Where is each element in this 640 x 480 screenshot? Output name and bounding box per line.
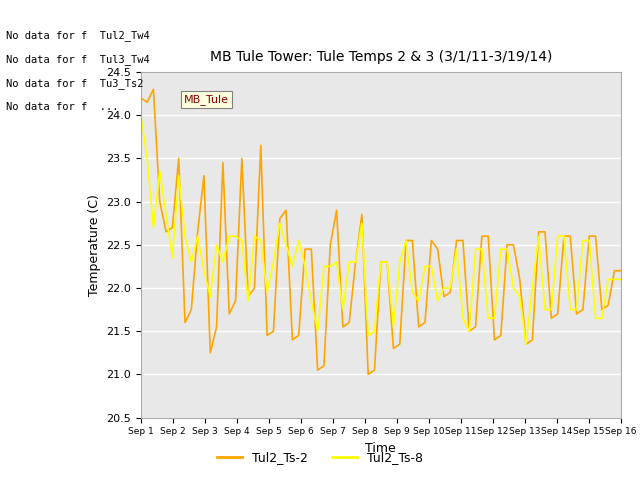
Tul2_Ts-2 [617,268,625,274]
Tul2_Ts-8 [346,259,353,265]
Title: MB Tule Tower: Tule Temps 2 & 3 (3/1/11-3/19/14): MB Tule Tower: Tule Temps 2 & 3 (3/1/11-… [210,50,552,64]
Tul2_Ts-2 [352,259,360,265]
Text: No data for f  Tul2_Tw4: No data for f Tul2_Tw4 [6,30,150,41]
Tul2_Ts-8 [617,276,625,282]
Tul2_Ts-8 [301,264,309,269]
Tul2_Ts-8 [295,238,303,243]
Text: MB_Tule: MB_Tule [184,94,229,105]
Tul2_Ts-8 [522,341,530,347]
Tul2_Ts-2 [238,156,246,161]
Text: No data for f  Tu3_Ts2: No data for f Tu3_Ts2 [6,78,144,89]
Tul2_Ts-2 [150,86,157,92]
Tul2_Ts-8 [137,112,145,118]
Tul2_Ts-8 [402,238,410,243]
Line: Tul2_Ts-2: Tul2_Ts-2 [141,89,621,374]
Line: Tul2_Ts-8: Tul2_Ts-8 [141,115,621,344]
Tul2_Ts-2 [339,324,347,330]
Tul2_Ts-8 [333,259,340,265]
Text: No data for f  ...: No data for f ... [6,102,119,112]
Tul2_Ts-2 [301,246,309,252]
Legend: Tul2_Ts-2, Tul2_Ts-8: Tul2_Ts-2, Tul2_Ts-8 [212,446,428,469]
Tul2_Ts-2 [137,95,145,101]
X-axis label: Time: Time [365,442,396,455]
Tul2_Ts-2 [307,246,315,252]
Tul2_Ts-2 [415,324,422,330]
Text: No data for f  Tul3_Tw4: No data for f Tul3_Tw4 [6,54,150,65]
Tul2_Ts-2 [364,372,372,377]
Y-axis label: Temperature (C): Temperature (C) [88,194,100,296]
Tul2_Ts-8 [232,233,239,239]
